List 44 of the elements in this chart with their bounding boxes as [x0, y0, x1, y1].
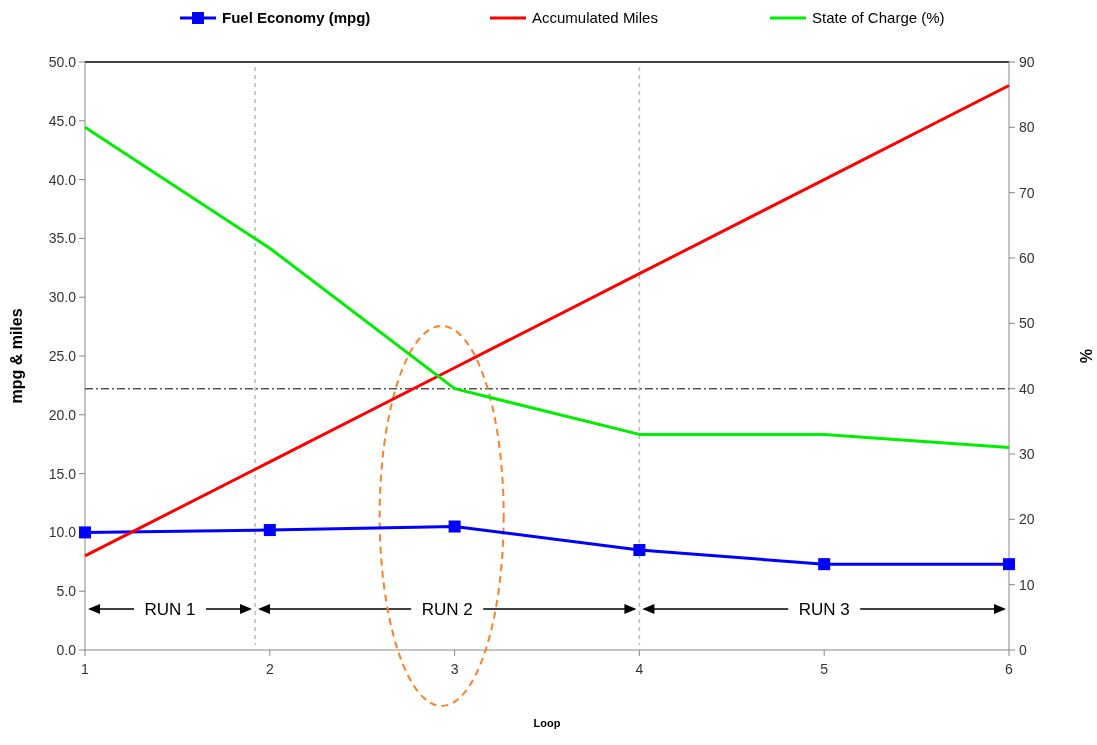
y2-axis-title: % — [1077, 348, 1094, 364]
x-tick-label: 1 — [81, 661, 90, 677]
y-tick-label: 50.0 — [48, 53, 77, 70]
y-tick-label: 0.0 — [56, 641, 77, 658]
point — [263, 524, 276, 537]
point — [1003, 558, 1015, 571]
y-tick-label: 30.0 — [48, 289, 77, 306]
point — [79, 526, 91, 539]
y2-tick-label: 90 — [1019, 53, 1035, 70]
y-tick-label: 20.0 — [48, 406, 77, 423]
y-tick-label: 5.0 — [56, 583, 77, 600]
y-tick-label: 35.0 — [48, 230, 77, 247]
line-series — [83, 125, 1011, 449]
legend-label: State of Charge (%) — [812, 9, 945, 27]
x-tick-label: 2 — [265, 661, 274, 677]
x-tick-label: 3 — [450, 661, 459, 677]
y-axis-title: mpg & miles — [8, 308, 25, 404]
x-axis-title: Loop — [533, 717, 561, 729]
annotation: RUN 2 — [421, 599, 473, 619]
y-tick-label: 15.0 — [48, 465, 77, 482]
legend-label: Fuel Economy (mpg) — [222, 9, 371, 27]
x-tick-label: 5 — [820, 661, 829, 677]
point — [818, 558, 831, 571]
y2-tick-label: 10 — [1019, 576, 1035, 593]
line-series — [83, 84, 1011, 558]
y2-tick-label: 0 — [1019, 641, 1027, 658]
y2-tick-label: 30 — [1019, 445, 1035, 462]
x-tick-label: 6 — [1005, 661, 1014, 677]
legend-label: Accumulated Miles — [532, 9, 658, 27]
y-tick-label: 40.0 — [48, 171, 77, 188]
y2-tick-label: 20 — [1019, 511, 1035, 528]
y2-tick-label: 40 — [1019, 380, 1035, 397]
y-tick-label: 10.0 — [48, 524, 77, 541]
y2-tick-label: 80 — [1019, 119, 1035, 136]
y2-tick-label: 60 — [1019, 249, 1035, 266]
y2-tick-label: 70 — [1019, 184, 1035, 201]
point — [448, 520, 461, 533]
y-tick-label: 45.0 — [48, 112, 77, 129]
point — [633, 544, 646, 557]
y2-tick-label: 50 — [1019, 315, 1035, 332]
x-tick-label: 4 — [635, 661, 644, 677]
annotation: RUN 3 — [798, 599, 850, 619]
annotation: RUN 1 — [144, 599, 196, 619]
y-tick-label: 25.0 — [48, 347, 77, 364]
